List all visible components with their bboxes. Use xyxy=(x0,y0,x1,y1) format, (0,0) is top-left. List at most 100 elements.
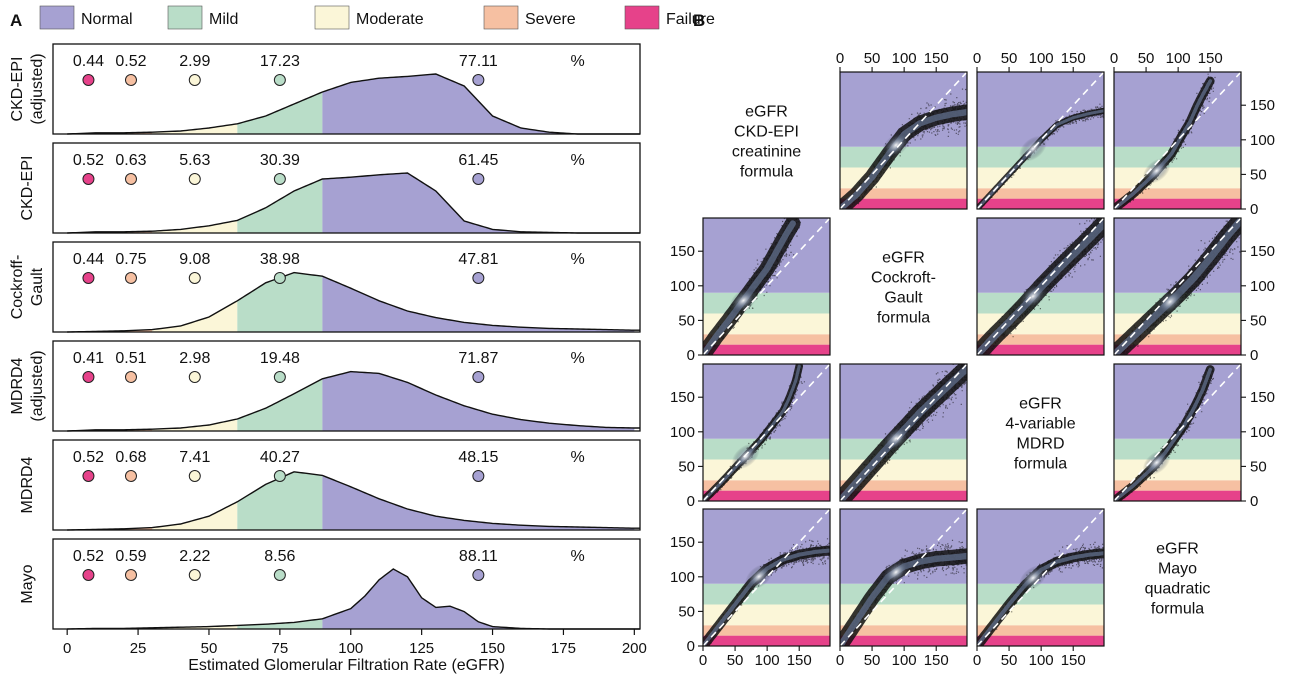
marker-severe xyxy=(124,173,137,185)
marker-failure xyxy=(82,74,95,86)
x-tick-label: 200 xyxy=(622,640,647,657)
percent-label-normal: 71.87 xyxy=(458,350,498,367)
scatter-density-core xyxy=(1142,449,1171,476)
formula-label-line: eGFR xyxy=(1156,541,1199,558)
b-y-tick-label: 150 xyxy=(670,243,695,260)
legend-swatch-failure xyxy=(624,5,660,30)
formula-label-line: eGFR xyxy=(882,250,925,267)
marker-mild xyxy=(273,74,286,86)
marker-moderate xyxy=(188,74,201,86)
stage-band-moderate xyxy=(1114,459,1241,481)
row-label-line: MDRD4 xyxy=(9,357,26,414)
marker-mild xyxy=(273,470,286,482)
density-row-4: 0.52 0.68 7.41 40.27 48.15 % MDRD4 xyxy=(19,439,641,531)
percent-unit-label: % xyxy=(570,350,584,367)
marker-mild xyxy=(273,371,286,383)
row-label: CKD-EPI xyxy=(19,156,36,221)
cell-frame xyxy=(1113,71,1242,210)
row-label-line: (adjusted) xyxy=(29,350,46,421)
b-y-tick-label: 0 xyxy=(1250,201,1258,218)
scatter-density-core xyxy=(1019,283,1047,310)
percent-unit-label: % xyxy=(570,251,584,268)
stage-band-severe xyxy=(840,480,967,491)
percent-label-normal: 47.81 xyxy=(458,251,498,268)
scatter-cell-r2c3 xyxy=(1113,363,1242,502)
b-y-tick-label: 0 xyxy=(687,493,695,510)
marker-mild xyxy=(273,173,286,185)
stage-band-normal xyxy=(977,72,1104,147)
marker-normal xyxy=(472,272,485,284)
scatter-density-core xyxy=(882,559,910,585)
stage-band-failure xyxy=(977,635,1104,646)
scatter-density-core xyxy=(882,132,910,158)
b-y-tick-label: 0 xyxy=(1250,493,1258,510)
x-tick-label: 0 xyxy=(63,640,71,657)
legend-swatch-moderate xyxy=(314,5,350,30)
marker-failure xyxy=(82,569,95,581)
marker-normal xyxy=(472,371,485,383)
percent-label-severe: 0.59 xyxy=(115,548,146,565)
percent-label-mild: 19.48 xyxy=(260,350,300,367)
density-curve xyxy=(67,172,640,234)
percent-label-normal: 77.11 xyxy=(459,53,498,70)
x-axis-label: Estimated Glomerular Filtration Rate (eG… xyxy=(188,657,505,674)
b-x-tick-label: 150 xyxy=(1061,652,1086,669)
row-frame xyxy=(52,43,641,135)
stage-band-failure xyxy=(1114,344,1241,355)
b-x-tick-label: 50 xyxy=(864,652,881,669)
b-x-tick-label: 0 xyxy=(973,652,981,669)
stage-band-normal xyxy=(1114,364,1241,439)
formula-label-line: Gault xyxy=(884,290,923,307)
row-label-line: Mayo xyxy=(19,564,36,603)
stage-band-moderate xyxy=(1114,167,1241,189)
row-label-line: MDRD4 xyxy=(19,456,36,513)
marker-severe xyxy=(124,74,137,86)
b-x-tick-label: 150 xyxy=(787,652,812,669)
marker-mild xyxy=(273,569,286,581)
marker-normal xyxy=(472,173,485,185)
percent-label-moderate: 2.99 xyxy=(179,53,210,70)
x-tick-label: 25 xyxy=(130,640,147,657)
percent-unit-label: % xyxy=(570,53,584,70)
percent-unit-label: % xyxy=(570,548,584,565)
b-y-tick-label: 150 xyxy=(670,389,695,406)
b-x-tick-label: 50 xyxy=(1138,50,1155,67)
x-tick-label: 125 xyxy=(409,640,434,657)
row-label-line: CKD-EPI xyxy=(9,57,26,122)
legend: Normal Mild Moderate Severe Failure xyxy=(39,5,715,30)
stage-band-severe xyxy=(703,625,830,636)
b-x-tick-label: 0 xyxy=(1110,50,1118,67)
cell-frame xyxy=(976,217,1105,356)
percent-label-failure: 0.52 xyxy=(73,152,104,169)
stage-band-severe xyxy=(840,625,967,636)
density-curve xyxy=(67,370,640,432)
scatter-matrix-panel: eGFR CKD-EPI creatinine formula eGFR Cockroft… xyxy=(670,50,1275,669)
marker-failure xyxy=(82,272,95,284)
marker-moderate xyxy=(188,569,201,581)
b-y-tick-label: 50 xyxy=(678,458,695,475)
formula-label-line: formula xyxy=(877,310,930,327)
legend-swatch-mild xyxy=(167,5,203,30)
marker-normal xyxy=(472,569,485,581)
percent-label-moderate: 2.22 xyxy=(179,548,210,565)
scatter-cell-r0c3 xyxy=(1113,71,1242,210)
legend-label-failure: Failure xyxy=(666,11,715,28)
formula-label-line: formula xyxy=(1151,601,1204,618)
stage-band-failure xyxy=(977,344,1104,355)
stage-band-failure xyxy=(703,344,830,355)
scatter-cell-r2c0 xyxy=(702,363,831,502)
b-y-tick-label: 50 xyxy=(1250,458,1267,475)
cell-frame xyxy=(1113,363,1242,502)
row-frame xyxy=(52,241,641,333)
b-y-tick-label: 100 xyxy=(1250,278,1275,295)
stage-band-severe xyxy=(1114,188,1241,199)
legend-label-severe: Severe xyxy=(525,11,576,28)
stage-band-mild xyxy=(977,292,1104,314)
legend-label-moderate: Moderate xyxy=(356,11,424,28)
panel-label-a: A xyxy=(10,11,22,30)
density-curve xyxy=(67,471,640,531)
row-label-line: Gault xyxy=(29,267,46,306)
percent-label-severe: 0.68 xyxy=(115,449,146,466)
scatter-density-core xyxy=(729,287,758,314)
row-label: Cockroff- Gault xyxy=(9,255,46,320)
